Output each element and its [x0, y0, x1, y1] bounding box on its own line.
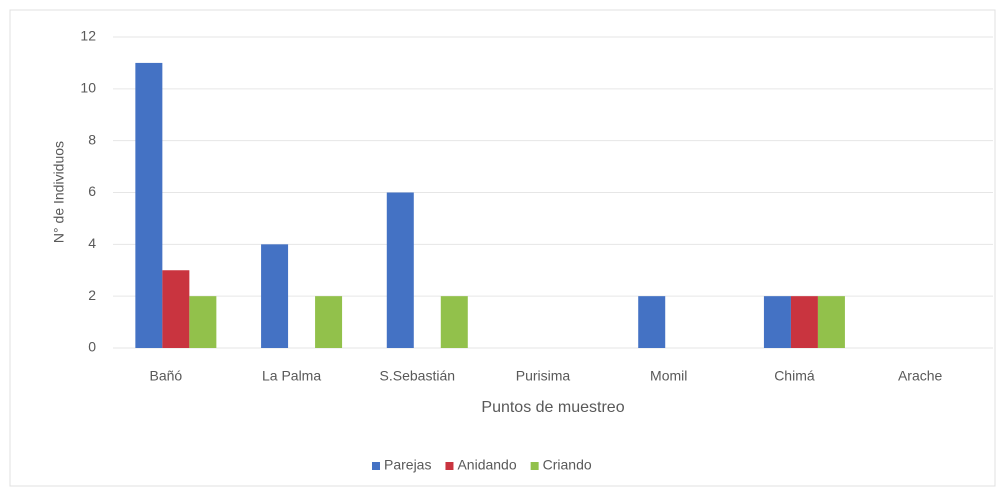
bar	[763, 296, 791, 348]
x-axis-label: Puntos de muestreo	[481, 399, 624, 416]
y-axis-label: N° de Individuos	[51, 141, 67, 243]
bar	[162, 270, 190, 348]
x-tick-label: Chimá	[774, 368, 815, 384]
y-tick-label: 8	[88, 131, 96, 147]
y-tick-label: 2	[88, 287, 96, 303]
legend-label: Anidando	[457, 457, 516, 473]
bar	[189, 296, 217, 348]
legend-swatch	[530, 462, 539, 470]
x-tick-label: Arache	[898, 368, 943, 384]
x-tick-label: Momil	[650, 368, 687, 384]
legend-swatch	[372, 462, 380, 470]
y-tick-label: 10	[80, 80, 96, 96]
bar	[315, 296, 343, 348]
y-tick-label: 12	[80, 28, 96, 44]
legend-label: Criando	[543, 457, 592, 473]
x-tick-label: La Palma	[262, 368, 321, 384]
y-tick-label: 0	[88, 339, 96, 355]
y-tick-label: 6	[88, 183, 96, 199]
x-tick-label: Bañó	[150, 368, 183, 384]
bar	[817, 296, 845, 348]
legend-swatch	[445, 462, 454, 470]
bar	[638, 296, 666, 348]
x-tick-label: S.Sebastián	[380, 368, 456, 384]
bar	[261, 244, 289, 348]
bar	[386, 192, 414, 348]
y-tick-label: 4	[88, 235, 96, 251]
legend-label: Parejas	[384, 457, 431, 473]
x-tick-label: Purisima	[516, 368, 571, 384]
bar	[790, 296, 818, 348]
bar	[440, 296, 468, 348]
bar	[135, 62, 163, 349]
